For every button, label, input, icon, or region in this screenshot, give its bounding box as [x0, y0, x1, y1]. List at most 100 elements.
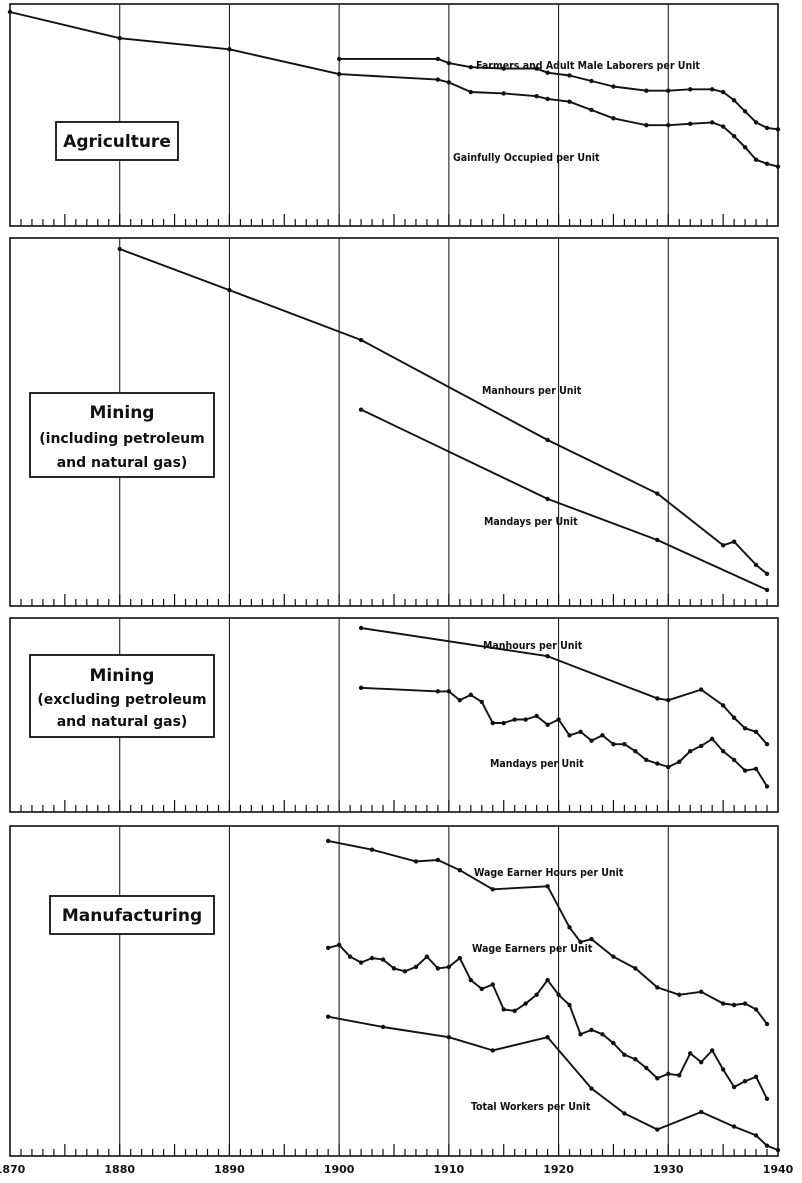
data-point — [742, 1078, 748, 1084]
data-point — [567, 925, 572, 930]
data-point — [479, 986, 484, 992]
data-point — [446, 60, 452, 66]
data-point — [589, 936, 594, 942]
data-point — [709, 87, 715, 92]
panel-label-line: (including petroleum — [39, 431, 205, 447]
data-point — [435, 56, 441, 62]
series-label: Manhours per Unit — [482, 385, 582, 397]
data-point — [720, 124, 726, 129]
data-point — [731, 98, 737, 103]
data-point — [688, 749, 693, 754]
data-point — [709, 120, 715, 125]
data-point — [764, 1143, 770, 1148]
x-tick-label: 1940 — [763, 1163, 794, 1176]
data-point — [534, 93, 539, 99]
series-label: Mandays per Unit — [484, 516, 578, 528]
data-point — [358, 625, 364, 631]
data-point — [753, 766, 759, 771]
data-point — [611, 741, 616, 747]
data-point — [633, 966, 638, 971]
data-point — [753, 157, 759, 162]
series-line — [119, 248, 768, 575]
data-point — [578, 729, 583, 735]
data-point — [413, 964, 419, 970]
series-2 — [358, 685, 770, 789]
data-point — [677, 1073, 682, 1078]
x-tick-label: 1900 — [324, 1163, 355, 1176]
series-line — [361, 686, 768, 787]
panel-label-line: and natural gas) — [57, 455, 188, 471]
data-point — [424, 954, 430, 959]
data-point — [742, 768, 748, 773]
data-point — [402, 969, 408, 974]
data-point — [655, 761, 660, 766]
data-point — [655, 985, 660, 990]
data-point — [731, 1084, 737, 1090]
data-point — [764, 1096, 770, 1101]
data-point — [655, 696, 660, 701]
data-point — [227, 47, 232, 52]
data-point — [227, 287, 232, 293]
data-point — [764, 571, 770, 577]
series-1 — [336, 56, 781, 132]
data-point — [742, 145, 748, 150]
data-point — [325, 1014, 331, 1019]
x-tick-label: 1930 — [653, 1163, 684, 1176]
panel-label-line: Agriculture — [63, 132, 171, 152]
data-point — [753, 1074, 759, 1079]
data-point — [764, 125, 770, 131]
series-label: Mandays per Unit — [490, 758, 584, 770]
panel-label-line: Mining — [90, 666, 155, 686]
data-point — [534, 713, 539, 719]
data-point — [435, 857, 441, 863]
data-point — [501, 720, 506, 726]
data-point — [369, 847, 375, 852]
data-point — [589, 107, 594, 113]
data-point — [435, 689, 441, 694]
data-point — [545, 70, 550, 75]
data-point — [644, 88, 649, 93]
data-point — [545, 1035, 550, 1040]
mining-incl-panel: Manhours per Unit Mandays per Unit Mining (… — [9, 237, 779, 607]
panel-label-line: and natural gas) — [57, 714, 188, 730]
data-point — [731, 539, 737, 544]
data-point — [545, 653, 550, 659]
data-point — [764, 587, 770, 593]
data-point — [435, 966, 441, 971]
data-point — [545, 96, 550, 102]
data-point — [578, 939, 583, 945]
data-point — [622, 1052, 627, 1058]
data-point — [380, 1024, 386, 1030]
series-label: Wage Earner Hours per Unit — [474, 867, 624, 879]
x-tick-label: 1920 — [543, 1163, 574, 1176]
data-point — [336, 56, 342, 62]
data-point — [578, 1032, 583, 1037]
data-point — [446, 964, 452, 970]
data-point — [742, 726, 748, 731]
data-point — [764, 784, 770, 789]
data-point — [545, 496, 550, 502]
data-point — [545, 437, 550, 443]
data-point — [347, 954, 353, 959]
data-point — [567, 1002, 572, 1008]
data-point — [775, 1147, 781, 1153]
data-point — [611, 84, 616, 89]
data-point — [358, 685, 364, 691]
series-line — [339, 57, 779, 131]
data-point — [534, 992, 539, 997]
data-point — [380, 957, 386, 962]
panel-label-line: (excluding petroleum — [37, 692, 206, 708]
data-point — [468, 65, 473, 70]
data-point — [720, 1067, 726, 1072]
data-point — [775, 127, 781, 132]
data-point — [468, 692, 473, 698]
panel-label-box: Manufacturing — [49, 895, 215, 935]
data-point — [655, 491, 660, 496]
data-point — [622, 1111, 627, 1116]
series-2 — [7, 9, 781, 169]
x-tick-label: 1870 — [0, 1163, 26, 1176]
data-point — [666, 764, 671, 770]
data-point — [501, 91, 506, 96]
panel-label-box: Mining (excluding petroleum and natural ga… — [29, 654, 215, 738]
data-point — [699, 743, 704, 749]
